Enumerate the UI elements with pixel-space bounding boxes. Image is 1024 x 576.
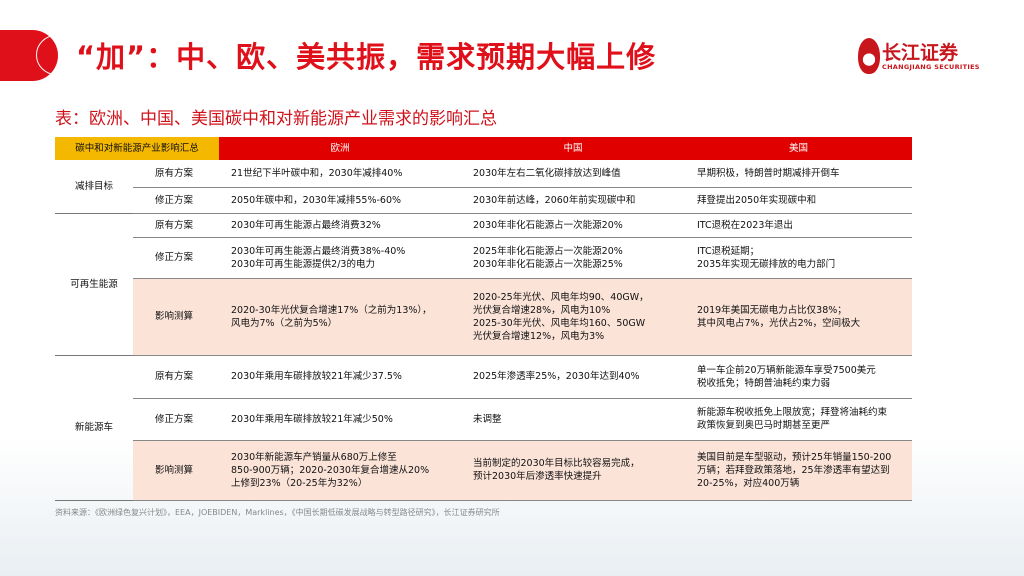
header-europe: 欧洲 [219, 137, 461, 160]
scheme-cell: 修正方案 [133, 187, 219, 214]
table-caption: 表：欧洲、中国、美国碳中和对新能源产业需求的影响汇总 [55, 109, 497, 129]
logo-mark-icon [858, 38, 880, 74]
category-cell: 新能源车 [55, 355, 133, 501]
usa-cell: ITC退税延期； 2035年实现无碳排放的电力部门 [685, 237, 912, 279]
europe-cell: 21世纪下半叶碳中和，2030年减排40% [219, 160, 461, 188]
usa-cell: 美国目前是车型驱动，预计25年销量150-200 万辆；若拜登政策落地，25年渗… [685, 440, 912, 501]
scheme-cell: 影响测算 [133, 278, 219, 356]
usa-cell: 新能源车税收抵免上限放宽；拜登将油耗约束 政策恢复到奥巴马时期甚至更严 [685, 398, 912, 441]
china-cell: 2030年左右二氧化碳排放达到峰值 [461, 160, 685, 188]
table-row: 修正方案 2050年碳中和，2030年减排55%-60% 2030年前达峰，2060… [55, 187, 912, 214]
usa-cell: 早期积极，特朗普时期减排开倒车 [685, 160, 912, 188]
europe-cell: 2020-30年光伏复合增速17%（之前为13%）， 风电为7%（之前为5%） [219, 278, 461, 356]
china-cell: 2025年非化石能源占一次能源20% 2030年非化石能源占一次能源25% [461, 237, 685, 279]
usa-cell: ITC退税在2023年退出 [685, 213, 912, 238]
scheme-cell: 修正方案 [133, 398, 219, 441]
europe-cell: 2030年可再生能源占最终消费32% [219, 213, 461, 238]
header-china: 中国 [461, 137, 685, 160]
china-cell: 2030年非化石能源占一次能源20% [461, 213, 685, 238]
scheme-cell: 原有方案 [133, 160, 219, 188]
scheme-cell: 原有方案 [133, 355, 219, 399]
usa-cell: 2019年美国无碳电力占比仅38%； 其中风电占7%，光伏占2%，空间极大 [685, 278, 912, 356]
europe-cell: 2030年乘用车碳排放较21年减少37.5% [219, 355, 461, 399]
scheme-cell: 修正方案 [133, 237, 219, 279]
europe-cell: 2030年新能源车产销量从680万上修至 850-900万辆；2020-2030… [219, 440, 461, 501]
header-usa: 美国 [685, 137, 912, 160]
company-logo: 长江证券 CHANGJIANG SECURITIES [858, 38, 1008, 74]
category-cell: 可再生能源 [55, 213, 133, 356]
table-row: 新能源车 原有方案 2030年乘用车碳排放较21年减少37.5% 2025年渗透率25… [55, 355, 912, 501]
impact-table: 碳中和对新能源产业影响汇总 欧洲 中国 美国 减排目标 原有方案 21世纪下半叶碳中… [55, 137, 912, 501]
ring-decoration [36, 35, 76, 75]
scheme-cell: 影响测算 [133, 440, 219, 501]
usa-cell: 拜登提出2050年实现碳中和 [685, 187, 912, 214]
europe-cell: 2030年可再生能源占最终消费38%-40% 2030年可再生能源提供2/3的电… [219, 237, 461, 279]
usa-cell: 单一车企前20万辆新能源车享受7500美元 税收抵免；特朗普油耗约束力弱 [685, 355, 912, 399]
header-summary: 碳中和对新能源产业影响汇总 [55, 137, 219, 160]
table-row: 可再生能源 原有方案 2030年可再生能源占最终消费32% 2030年非化石能源占一次… [55, 213, 912, 356]
title-tab-decoration [0, 30, 76, 81]
table-row: 影响测算 2020-30年光伏复合增速17%（之前为13%）， 风电为7%（之前为… [55, 278, 912, 356]
logo-text-en: CHANGJIANG SECURITIES [882, 63, 980, 71]
source-note: 资料来源：《欧洲绿色复兴计划》，EEA，JOEBIDEN，Marklines，《… [55, 508, 500, 517]
table-row: 减排目标 原有方案 21世纪下半叶碳中和，2030年减排40% 2030年左右二氧化碳… [55, 160, 912, 214]
china-cell: 2020-25年光伏、风电年均90、40GW， 光伏复合增速28%，风电为10%… [461, 278, 685, 356]
table-header-row: 碳中和对新能源产业影响汇总 欧洲 中国 美国 [55, 137, 912, 160]
page-title: “加”：中、欧、美共振，需求预期大幅上修 [76, 40, 657, 74]
scheme-cell: 原有方案 [133, 213, 219, 238]
table-row: 影响测算 2030年新能源车产销量从680万上修至 850-900万辆；2020-… [55, 440, 912, 501]
china-cell: 未调整 [461, 398, 685, 441]
china-cell: 2030年前达峰，2060年前实现碳中和 [461, 187, 685, 214]
europe-cell: 2050年碳中和，2030年减排55%-60% [219, 187, 461, 214]
china-cell: 当前制定的2030年目标比较容易完成， 预计2030年后渗透率快速提升 [461, 440, 685, 501]
china-cell: 2025年渗透率25%，2030年达到40% [461, 355, 685, 399]
europe-cell: 2030年乘用车碳排放较21年减少50% [219, 398, 461, 441]
table-row: 修正方案 2030年乘用车碳排放较21年减少50% 未调整 新能源车税收抵免上限放宽；… [55, 398, 912, 441]
logo-text-cn: 长江证券 [882, 42, 959, 64]
table-row: 修正方案 2030年可再生能源占最终消费38%-40% 2030年可再生能源提供2… [55, 237, 912, 279]
category-cell: 减排目标 [55, 160, 133, 214]
